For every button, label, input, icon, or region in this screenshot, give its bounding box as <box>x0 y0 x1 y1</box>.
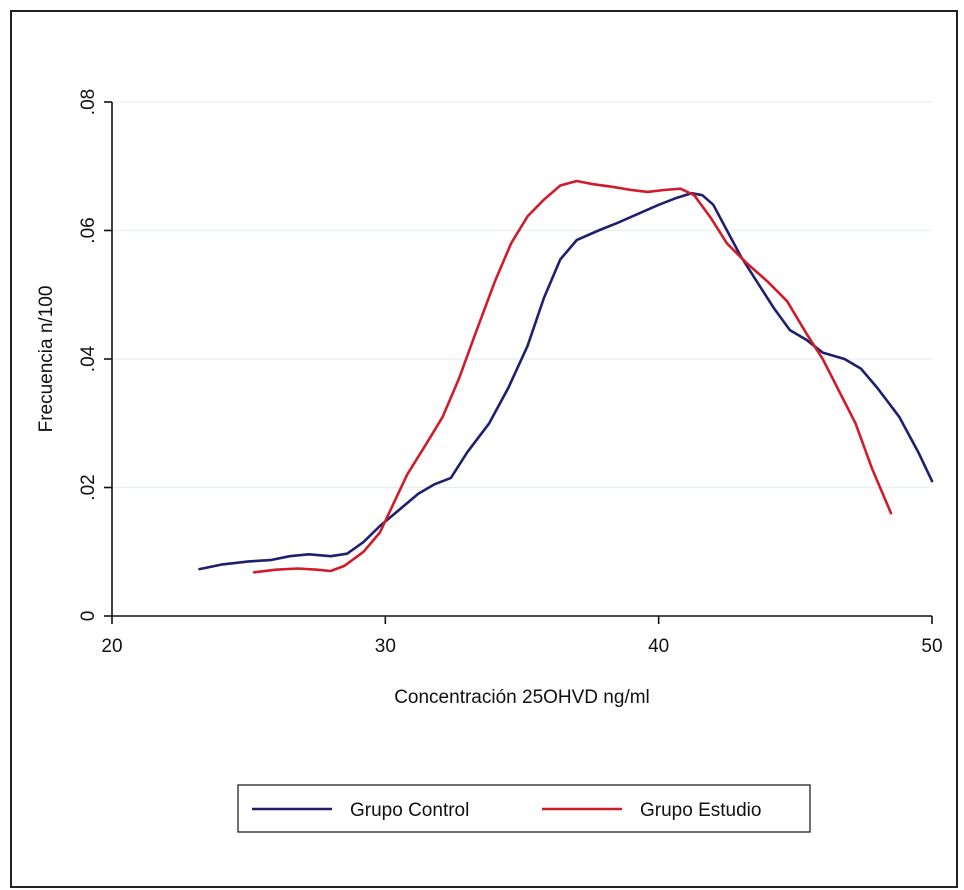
grid-layer <box>112 101 932 489</box>
y-tick-label: .08 <box>78 89 99 115</box>
series-layer <box>198 179 934 574</box>
legend-box <box>237 784 811 833</box>
series-line-estudio <box>252 179 893 574</box>
legend-label-estudio: Grupo Estudio <box>640 800 761 821</box>
y-axis-title: Frecuencia n/100 <box>36 286 57 433</box>
y-tick-label: .02 <box>78 474 99 500</box>
x-tick-label: 30 <box>375 636 396 657</box>
y-tick-label: 0 <box>78 611 99 622</box>
x-tick-label: 40 <box>648 636 669 657</box>
x-tick-label: 50 <box>921 636 942 657</box>
ticks-layer: 0 .02 .04 .06 .08 20 30 40 50 <box>78 89 943 657</box>
x-axis-title: Concentración 25OHVD ng/ml <box>394 687 650 708</box>
chart-frame <box>10 10 958 888</box>
legend-label-control: Grupo Control <box>350 800 469 821</box>
y-tick-label: .06 <box>78 217 99 243</box>
y-tick-label: .04 <box>78 345 99 372</box>
legend: Grupo Control Grupo Estudio <box>237 784 811 833</box>
series-line-control <box>198 191 934 571</box>
x-tick-label: 20 <box>101 636 122 657</box>
